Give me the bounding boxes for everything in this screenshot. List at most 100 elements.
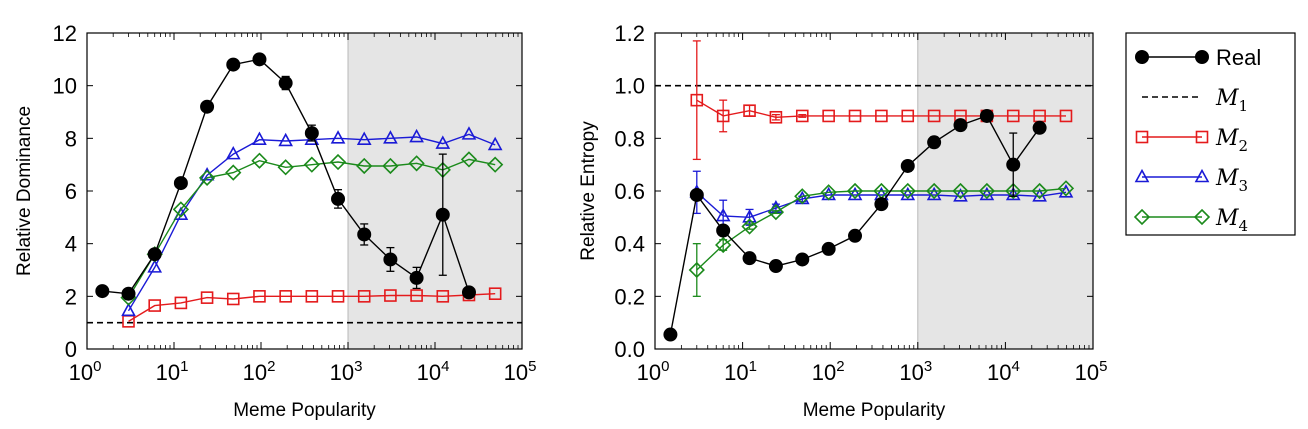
series-real-point	[173, 176, 188, 191]
series-m2-point	[174, 296, 188, 310]
series-real-point	[663, 327, 678, 342]
y-tick-label: 1.2	[614, 21, 645, 46]
series-m4-point	[1057, 180, 1075, 197]
x-tick-label: 105	[1075, 358, 1108, 385]
series-m2-line	[128, 293, 496, 322]
legend-m4-marker	[1193, 208, 1211, 226]
series-m3-line	[696, 191, 1067, 219]
series-m4-point	[408, 155, 425, 172]
series-real-point	[979, 108, 994, 123]
series-real-point	[927, 135, 942, 150]
series-m3-point	[356, 131, 372, 145]
series-m2-point	[436, 290, 450, 303]
y-tick-label: 6	[65, 179, 77, 204]
series-real-point	[383, 252, 398, 267]
series-m4-point	[172, 201, 190, 218]
y-tick-label: 12	[53, 21, 77, 46]
series-m2-point	[769, 110, 783, 124]
legend-m2-marker	[1135, 130, 1149, 144]
y-axis-label: Relative Entropy	[578, 121, 599, 261]
series-m3-point	[147, 259, 163, 273]
series-m2-point	[690, 93, 704, 107]
series-m3-point	[487, 136, 503, 151]
series-real-point	[200, 99, 215, 114]
y-tick-label: 8	[65, 126, 77, 151]
series-m2-point	[743, 104, 756, 117]
series-m2-point	[716, 109, 730, 123]
series-m4-point	[925, 182, 943, 200]
series-m2-point	[488, 287, 502, 301]
series-m4-point	[1031, 182, 1048, 200]
series-m2-point	[1059, 109, 1073, 123]
y-tick-label: 10	[53, 74, 77, 99]
series-m3-point	[409, 128, 424, 143]
series-real-point	[874, 197, 889, 212]
x-tick-label: 103	[899, 358, 932, 385]
series-m2-point	[305, 290, 319, 303]
y-tick-label: 2	[65, 284, 77, 309]
series-m2-point	[1006, 109, 1020, 123]
series-m4-point	[794, 188, 811, 205]
series-m3-point	[330, 130, 346, 144]
series-m4-line	[127, 158, 496, 298]
shaded-region	[348, 33, 522, 349]
series-m4-point	[767, 203, 785, 221]
y-axis-label: Relative Dominance	[14, 106, 35, 276]
x-tick-label: 105	[504, 358, 537, 385]
y-tick-label: 0.8	[614, 126, 645, 151]
series-m2-point	[410, 289, 423, 302]
series-real-point	[278, 76, 293, 91]
series-m3-point	[121, 302, 136, 317]
series-m4-point	[356, 157, 373, 175]
series-real-point	[821, 241, 836, 256]
legend-m3-marker	[1194, 168, 1210, 183]
series-real-point	[252, 52, 267, 67]
legend-m2-marker	[1195, 130, 1209, 144]
series-real-point	[95, 284, 110, 299]
series-m4-point	[382, 157, 399, 175]
series-m2-point	[357, 290, 371, 303]
series-m2-point	[901, 109, 915, 123]
series-m2-point	[848, 109, 862, 123]
series-m3-point	[278, 132, 293, 147]
x-tick-label: 104	[987, 358, 1020, 385]
series-m3-point	[715, 207, 731, 222]
series-m2-point	[200, 291, 214, 304]
y-tick-label: 4	[65, 232, 77, 257]
series-m3-point	[461, 126, 477, 140]
series-m2-point	[927, 109, 941, 123]
chart-relative-dominance: 0 2 4 6 8 10 12 100 101 102 103 104 105 Meme Populari…	[14, 21, 536, 421]
series-real-point	[435, 207, 450, 222]
series-m4-point	[978, 182, 995, 200]
series-m4-point	[952, 182, 969, 200]
chart-relative-entropy: 0.0 0.2 0.4 0.6 0.8 1.0 1.2 100 101 102 103 104 105 M…	[578, 21, 1107, 421]
series-m2-line	[696, 99, 1066, 119]
x-tick-label: 100	[637, 358, 670, 385]
series-m4-point	[225, 164, 242, 181]
series-m2-point	[279, 290, 292, 303]
series-real-point	[900, 158, 915, 173]
x-tick-label: 104	[417, 358, 450, 385]
y-tick-label: 0.6	[614, 179, 645, 204]
series-m3-point	[383, 130, 398, 144]
series-m4-point	[846, 182, 864, 200]
series-m4-point	[251, 152, 268, 169]
series-m3-point	[225, 145, 241, 160]
y-tick-label: 0.0	[614, 337, 645, 362]
legend-real-marker	[1135, 50, 1149, 64]
series-m4-point	[688, 261, 705, 279]
x-tick-label: 101	[156, 358, 189, 385]
legend-m3-marker	[1134, 168, 1150, 183]
series-m4-point	[741, 218, 758, 235]
series-real-point	[409, 270, 424, 285]
series-m3-point	[252, 131, 267, 145]
series-real-point	[331, 191, 346, 206]
series-real-point	[953, 118, 968, 133]
series-real-point	[795, 252, 810, 267]
series-m3-point	[435, 135, 451, 149]
legend-real-label: Real	[1216, 45, 1261, 70]
x-tick-label: 101	[724, 358, 757, 385]
y-tick-label: 0.4	[614, 232, 645, 257]
y-tick-label: 1.0	[614, 74, 645, 99]
